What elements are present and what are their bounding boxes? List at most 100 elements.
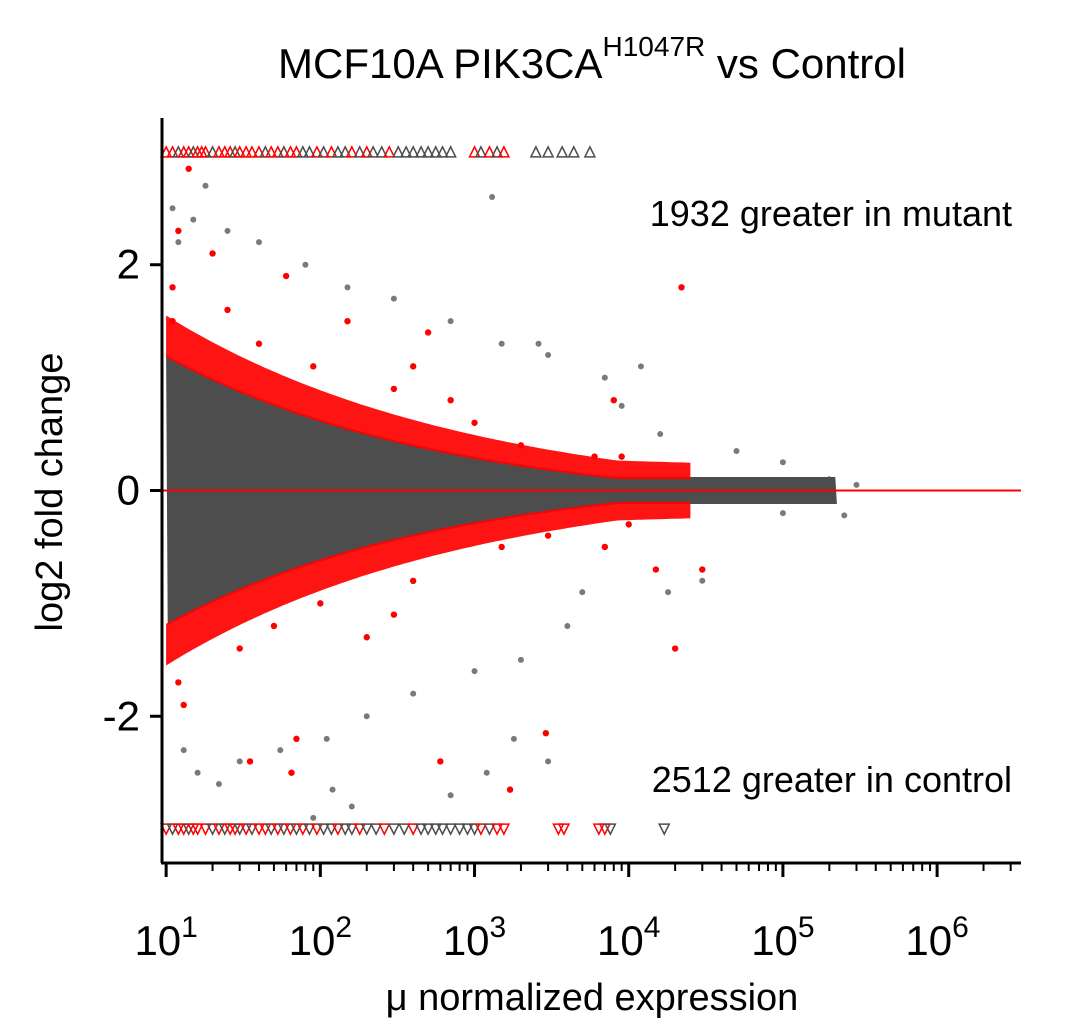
point-significant xyxy=(310,363,317,370)
point-significant xyxy=(409,363,417,370)
point-nonsignificant xyxy=(224,227,231,234)
point-significant xyxy=(390,611,398,618)
point-significant xyxy=(447,396,454,404)
clipped-up-marker xyxy=(296,145,310,158)
point-nonsignificant xyxy=(344,284,351,291)
point-nonsignificant xyxy=(410,690,417,697)
point-significant xyxy=(246,758,254,765)
clipped-down-marker xyxy=(206,823,219,836)
clipped-up-marker xyxy=(406,145,420,158)
clipped-up-marker xyxy=(331,145,345,158)
clipped-up-marker xyxy=(264,145,278,158)
point-nonsignificant xyxy=(471,668,478,675)
clipped-up-marker xyxy=(483,145,496,158)
point-nonsignificant xyxy=(657,431,664,438)
point-nonsignificant xyxy=(175,239,182,246)
point-nonsignificant xyxy=(535,340,542,347)
clipped-up-marker xyxy=(497,145,511,158)
clipped-down-marker xyxy=(468,823,481,836)
clipped-up-marker xyxy=(277,145,291,158)
y-tick-label: 2 xyxy=(117,241,140,288)
clipped-down-marker xyxy=(290,823,303,836)
point-nonsignificant xyxy=(310,814,317,821)
point-significant xyxy=(618,453,625,460)
clipped-down-marker xyxy=(345,823,359,836)
point-significant xyxy=(671,645,679,652)
clipped-up-marker xyxy=(399,145,413,158)
point-nonsignificant xyxy=(390,295,397,302)
clipped-up-marker xyxy=(317,145,330,158)
clipped-down-marker xyxy=(353,823,366,836)
point-nonsignificant xyxy=(323,735,330,742)
clipped-up-marker xyxy=(325,145,338,158)
point-significant xyxy=(652,566,660,573)
point-nonsignificant xyxy=(545,758,552,765)
point-significant xyxy=(344,317,351,325)
clipped-up-marker xyxy=(206,145,219,158)
point-significant xyxy=(544,532,552,539)
point-nonsignificant xyxy=(180,747,187,754)
point-significant xyxy=(625,521,632,528)
point-nonsignificant xyxy=(194,769,201,776)
point-nonsignificant xyxy=(277,747,284,754)
point-nonsignificant xyxy=(841,512,848,519)
clipped-up-marker xyxy=(199,145,212,158)
point-nonsignificant xyxy=(665,589,672,596)
point-significant xyxy=(236,645,243,652)
x-axis-label: μ normalized expression xyxy=(386,977,799,1019)
point-nonsignificant xyxy=(733,447,740,454)
point-nonsignificant xyxy=(517,656,524,663)
annotation-down: 2512 greater in control xyxy=(652,759,1012,800)
point-nonsignificant xyxy=(853,481,860,488)
point-nonsignificant xyxy=(215,780,222,787)
clipped-down-marker xyxy=(592,823,606,836)
point-nonsignificant xyxy=(363,713,370,720)
clipped-down-marker xyxy=(421,823,435,836)
point-significant xyxy=(591,453,598,460)
point-nonsignificant xyxy=(255,239,262,246)
point-nonsignificant xyxy=(447,792,454,799)
clipped-up-marker xyxy=(245,145,259,158)
point-nonsignificant xyxy=(236,758,243,765)
point-significant xyxy=(699,566,706,573)
clipped-up-marker xyxy=(490,145,504,158)
y-tick-label: 0 xyxy=(117,467,140,514)
point-nonsignificant xyxy=(618,402,625,409)
clipped-down-marker xyxy=(490,823,504,836)
clipped-up-marker xyxy=(555,145,569,158)
clipped-up-marker xyxy=(583,145,597,158)
clipped-down-marker xyxy=(325,823,338,836)
clipped-markers xyxy=(159,145,671,836)
clipped-down-marker xyxy=(277,823,291,836)
clipped-down-marker xyxy=(233,823,246,836)
clipped-down-marker xyxy=(483,823,496,836)
clipped-up-marker xyxy=(159,145,173,158)
point-significant xyxy=(288,769,295,776)
point-nonsignificant xyxy=(190,216,197,223)
title-suffix: vs Control xyxy=(705,40,906,87)
y-axis-label: log2 fold change xyxy=(29,353,71,632)
point-significant xyxy=(610,396,617,404)
clipped-up-marker xyxy=(429,145,442,158)
point-significant xyxy=(517,442,525,449)
point-significant xyxy=(363,634,370,641)
point-nonsignificant xyxy=(601,374,608,381)
point-significant xyxy=(409,577,417,585)
point-nonsignificant xyxy=(169,205,176,212)
point-nonsignificant xyxy=(579,589,586,596)
point-significant xyxy=(180,701,187,709)
point-nonsignificant xyxy=(302,261,309,268)
clipped-down-marker xyxy=(360,823,373,836)
clipped-up-marker xyxy=(303,145,316,158)
significant-points xyxy=(169,165,706,793)
clipped-down-marker xyxy=(429,823,442,836)
clipped-down-marker xyxy=(658,823,671,836)
x-tick-label: 103 xyxy=(443,911,506,964)
point-nonsignificant xyxy=(348,803,355,810)
point-significant xyxy=(390,385,398,393)
point-nonsignificant xyxy=(483,769,490,776)
clipped-up-marker xyxy=(310,145,324,158)
point-significant xyxy=(498,543,505,551)
x-tick-label: 102 xyxy=(289,911,352,964)
